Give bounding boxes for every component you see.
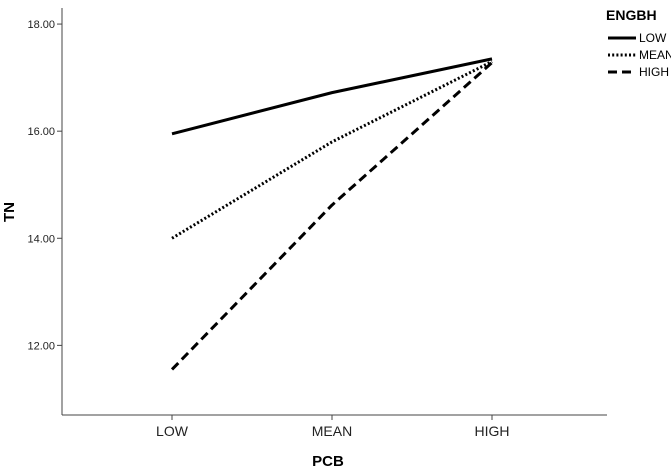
x-axis-title: PCB: [312, 453, 344, 469]
legend-label: MEAN: [639, 48, 671, 62]
x-tick-label: HIGH: [475, 423, 510, 439]
legend: ENGBH LOW MEAN HIGH: [606, 7, 671, 79]
y-tick-label: 14.00: [27, 233, 55, 245]
legend-label: HIGH: [639, 65, 669, 79]
series-line-mean: [171, 60, 493, 240]
legend-label: LOW: [639, 31, 667, 45]
series-lines: [170, 57, 493, 371]
axes: [61, 8, 607, 416]
series-line-low: [171, 57, 493, 136]
y-tick-label: 18.00: [27, 19, 55, 31]
series-line-high: [170, 61, 493, 371]
series-mean: [171, 60, 493, 240]
x-ticks: LOW MEAN HIGH: [156, 415, 510, 439]
series-low: [171, 57, 493, 136]
y-axis-title: TN: [1, 202, 18, 222]
x-tick-label: LOW: [156, 423, 189, 439]
y-tick-label: 12.00: [27, 340, 55, 352]
legend-title: ENGBH: [606, 7, 657, 23]
series-high: [170, 61, 493, 371]
x-tick-label: MEAN: [312, 423, 352, 439]
y-tick-label: 16.00: [27, 126, 55, 138]
y-ticks: 12.00 14.00 16.00 18.00: [27, 19, 62, 352]
